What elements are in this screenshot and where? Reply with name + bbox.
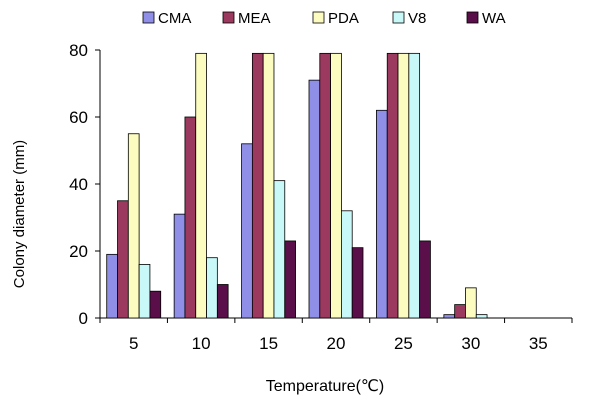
bar-pda-25 [397,52,410,319]
bar-pda-10 [195,52,207,319]
bar-mea-30 [454,304,466,319]
bar-mea-10 [184,116,197,319]
y-tick-label: 0 [79,309,88,328]
legend-label-cma: CMA [158,10,191,27]
bars [106,52,488,319]
x-axis-label: Temperature(℃) [266,378,384,395]
y-tick-label: 60 [69,108,88,127]
y-tick-label: 20 [69,242,88,261]
bar-v8-25 [408,52,421,319]
bar-wa-25 [419,240,431,319]
bar-cma-25 [376,109,388,319]
legend: CMA MEA PDA V8 WA [142,10,506,27]
bar-wa-20 [351,247,364,319]
bar-mea-25 [386,52,399,319]
y-ticks: 0 20 40 60 80 [69,41,100,328]
bar-mea-20 [319,52,331,319]
x-tick-label: 30 [461,334,480,353]
bar-wa-5 [149,290,162,319]
bar-v8-10 [206,257,218,319]
x-ticks: 5 10 15 20 25 30 35 [99,318,573,353]
bar-cma-20 [308,79,321,319]
bar-wa-10 [216,284,229,319]
legend-label-v8: V8 [408,10,426,27]
bar-pda-15 [262,52,275,319]
bar-v8-30 [475,314,488,319]
bar-pda-5 [127,133,140,319]
bar-pda-20 [330,52,342,319]
bar-cma-10 [173,213,186,319]
bar-cma-15 [241,143,253,319]
x-tick-label: 20 [327,334,346,353]
legend-swatch-mea [222,11,235,24]
legend-swatch-wa [466,11,479,24]
bar-cma-5 [106,253,118,319]
legend-label-wa: WA [482,10,506,27]
bar-mea-5 [117,200,129,319]
x-tick-label: 5 [129,334,138,353]
bar-wa-15 [284,240,296,319]
bar-v8-5 [138,263,151,319]
bar-cma-30 [443,314,456,319]
y-tick-label: 80 [69,41,88,60]
bar-pda-30 [465,287,477,319]
legend-label-mea: MEA [238,10,271,27]
y-tick-label: 40 [69,175,88,194]
legend-swatch-pda [312,11,325,24]
legend-swatch-v8 [392,11,405,24]
bar-v8-20 [340,210,353,319]
x-tick-label: 35 [529,334,548,353]
x-tick-label: 25 [394,334,413,353]
x-tick-label: 15 [259,334,278,353]
x-tick-label: 10 [192,334,211,353]
legend-swatch-cma [142,11,155,24]
y-axis-label: Colony diameter (mm) [11,140,28,288]
bar-mea-15 [251,52,264,319]
bar-v8-15 [273,180,286,319]
legend-label-pda: PDA [328,10,359,27]
